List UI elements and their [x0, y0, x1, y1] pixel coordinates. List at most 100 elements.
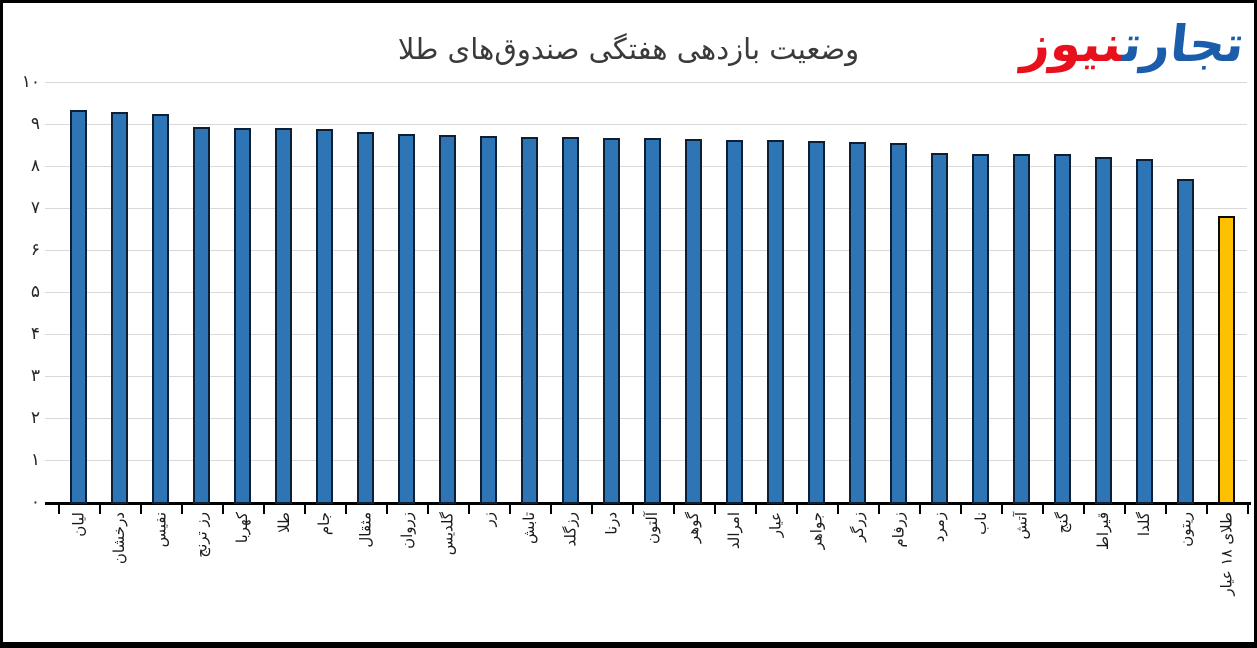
y-axis-tick-label: ۸	[30, 156, 40, 176]
x-axis-tick	[591, 505, 593, 514]
x-axis-category-label: زرگر	[848, 512, 867, 542]
x-axis-tick	[181, 505, 183, 514]
x-axis-category-label: تابش	[520, 512, 539, 545]
x-axis-category-label: آلتون	[643, 512, 662, 545]
x-axis-tick	[509, 505, 511, 514]
y-axis-tick-label: ۱۰	[21, 72, 40, 92]
x-axis-tick	[550, 505, 552, 514]
bar-زر	[480, 136, 497, 504]
x-axis-tick	[960, 505, 962, 514]
x-axis-tick	[1206, 505, 1208, 514]
logo-text-news: نیوز	[1018, 15, 1126, 73]
x-axis-tick	[468, 505, 470, 514]
bar-زرگر	[849, 142, 866, 504]
y-axis-tick-label: ۰	[30, 492, 40, 512]
bar-جواهر	[808, 141, 825, 504]
x-axis-tick	[386, 505, 388, 514]
x-axis-tick	[222, 505, 224, 514]
bar-گنج	[1054, 154, 1071, 504]
bar-رزگلد	[562, 137, 579, 504]
x-axis-tick	[99, 505, 101, 514]
y-axis-tick-label: ۹	[30, 114, 40, 134]
x-axis-tick	[1124, 505, 1126, 514]
x-axis-category-label: ناب	[971, 512, 990, 535]
bar-نفیس	[152, 114, 169, 504]
y-axis-tick-label: ۱	[30, 450, 40, 470]
plot-area: ۰ ۱ ۲ ۳ ۴ ۵ ۶ ۷ ۸ ۹ ۱۰ لیان درخشان نفیس رز ترنج کهربا ط…	[3, 3, 1254, 642]
x-axis-category-label: لیان	[69, 512, 88, 537]
bar-گلدیس	[439, 135, 456, 504]
bar-درخشان	[111, 112, 128, 504]
y-axis-tick-label: ۳	[30, 366, 40, 386]
x-axis-tick	[673, 505, 675, 514]
x-axis-tick	[1001, 505, 1003, 514]
x-axis-tick	[140, 505, 142, 514]
x-axis-category-label: درخشان	[110, 512, 129, 565]
y-axis-tick-label: ۴	[30, 324, 40, 344]
x-axis-tick	[1083, 505, 1085, 514]
x-axis-category-label: زر	[479, 512, 498, 527]
x-axis-tick	[345, 505, 347, 514]
x-axis-category-label: زرفام	[889, 512, 908, 548]
bar-درنا	[603, 138, 620, 504]
bar-آتش	[1013, 154, 1030, 504]
x-axis-tick	[714, 505, 716, 514]
tejarat-news-logo: تجارتنیوز	[1018, 7, 1248, 81]
x-axis-category-label: طلای ۱۸ عیار	[1217, 512, 1236, 596]
x-axis-category-label: درنا	[602, 512, 621, 535]
gridline	[45, 82, 1247, 83]
x-axis-tick	[632, 505, 634, 514]
bar-زروان	[398, 134, 415, 504]
bar-لیان	[70, 110, 87, 504]
x-axis-category-label: رز ترنج	[192, 512, 211, 558]
x-axis-tick	[837, 505, 839, 514]
x-axis-category-label: گنج	[1053, 512, 1072, 534]
gridline	[45, 124, 1247, 125]
x-axis-category-label: گلدا	[1135, 512, 1154, 537]
y-axis-tick-label: ۶	[30, 240, 40, 260]
x-axis-category-label: کهربا	[233, 512, 252, 544]
x-axis-tick	[755, 505, 757, 514]
x-axis-category-label: امرالد	[725, 512, 744, 550]
x-axis-category-label: قیراط	[1094, 512, 1113, 551]
bar-آلتون	[644, 138, 661, 504]
x-axis-tick	[919, 505, 921, 514]
bar-عیار	[767, 140, 784, 504]
x-axis-tick	[427, 505, 429, 514]
bar-ریتون	[1177, 179, 1194, 504]
x-axis-category-label: گلدیس	[438, 512, 457, 556]
x-axis-tick	[263, 505, 265, 514]
x-axis-category-label: آتش	[1012, 512, 1031, 540]
bar-مثقال	[357, 132, 374, 504]
x-axis-tick	[304, 505, 306, 514]
x-axis-category-label: ریتون	[1176, 512, 1195, 547]
bar-تابش	[521, 137, 538, 504]
x-axis-tick	[878, 505, 880, 514]
bar-رز ترنج	[193, 127, 210, 504]
x-axis-category-label: زمرد	[930, 512, 949, 543]
logo-text-tejarat: تجارت	[1119, 15, 1248, 73]
x-axis-category-label: جام	[315, 512, 334, 536]
bar-زرفام	[890, 143, 907, 504]
bar-قیراط	[1095, 157, 1112, 504]
bar-گوهر	[685, 139, 702, 504]
x-axis-category-label: زروان	[397, 512, 416, 549]
x-axis-category-label: نفیس	[151, 512, 170, 548]
y-axis-tick-label: ۷	[30, 198, 40, 218]
y-axis-tick-label: ۲	[30, 408, 40, 428]
bar-جام	[316, 129, 333, 504]
bar-زمرد	[931, 153, 948, 504]
x-axis-category-label: جواهر	[807, 512, 826, 550]
y-axis-tick-label: ۵	[30, 282, 40, 302]
x-axis-tick	[58, 505, 60, 514]
chart-title: وضعیت بازدهی هفتگی صندوق‌های طلا	[371, 30, 886, 68]
x-axis-tick	[1165, 505, 1167, 514]
bar-امرالد	[726, 140, 743, 504]
bar-طلا	[275, 128, 292, 504]
bar-گلدا	[1136, 159, 1153, 504]
x-axis-tick	[1247, 505, 1249, 514]
x-axis-tick	[1042, 505, 1044, 514]
x-axis-category-label: طلا	[274, 512, 293, 533]
bar-ناب	[972, 154, 989, 504]
